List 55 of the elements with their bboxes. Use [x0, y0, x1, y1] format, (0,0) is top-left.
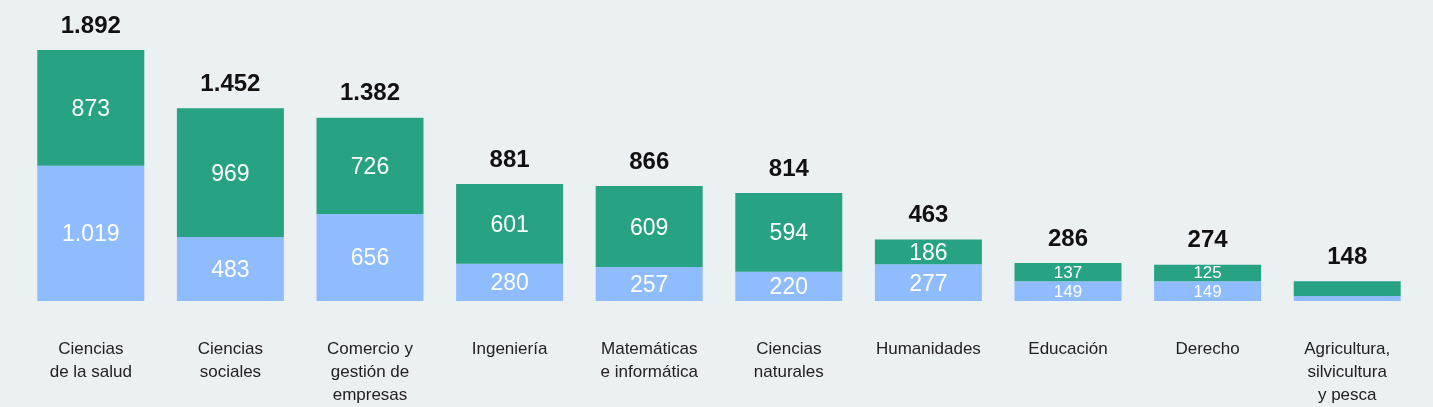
data-label: 594 — [769, 219, 809, 246]
data-label: 220 — [769, 273, 808, 300]
bar — [735, 193, 843, 272]
bar — [456, 263, 564, 301]
data-label: 257 — [630, 270, 669, 297]
x-tick-label: Ciencias naturales — [753, 339, 824, 381]
total-label: 814 — [768, 153, 810, 181]
x-tick-label: Derecho — [1175, 339, 1240, 358]
x-tick-label: Educación — [1028, 339, 1108, 358]
x-tick-label: Ingeniería — [471, 339, 548, 358]
total-label: 866 — [629, 146, 670, 174]
total-label: 463 — [908, 200, 949, 228]
total-label: 1.382 — [339, 78, 401, 106]
data-label: 280 — [490, 269, 529, 296]
bar — [1293, 281, 1401, 297]
bar — [1014, 281, 1122, 301]
data-label: 277 — [909, 269, 948, 296]
bar — [1154, 281, 1262, 301]
total-label: 148 — [1327, 241, 1368, 269]
data-label: 873 — [71, 94, 110, 121]
bar — [874, 264, 982, 301]
x-tick-label: Matemáticas e informática — [600, 339, 699, 381]
data-label: 483 — [211, 255, 250, 282]
x-tick-label: Ciencias sociales — [197, 339, 263, 381]
data-label: 609 — [630, 213, 669, 240]
x-tick-label: Agricultura, silvicultura y pesca — [1304, 339, 1391, 404]
bar — [37, 50, 145, 166]
total-label: 881 — [489, 144, 530, 172]
total-label: 1.452 — [200, 68, 261, 96]
data-label: 1.019 — [62, 220, 120, 247]
bar — [456, 184, 564, 264]
data-label: 149 — [1193, 281, 1222, 301]
bar — [316, 117, 424, 214]
data-label: 726 — [350, 152, 390, 179]
total-label: 1.892 — [60, 10, 121, 38]
x-tick-label: Comercio y gestión de empresas — [327, 339, 414, 404]
data-label: 186 — [909, 238, 948, 265]
x-tick-label: Ciencias de la salud — [49, 339, 132, 381]
bar — [1293, 296, 1401, 301]
total-label: 274 — [1187, 225, 1229, 253]
bar — [595, 266, 703, 301]
data-label: 137 — [1053, 262, 1083, 282]
bar — [37, 165, 145, 301]
bar — [176, 236, 284, 301]
x-tick-label: Humanidades — [875, 339, 981, 358]
bar — [1014, 263, 1122, 282]
bar — [316, 213, 424, 301]
bar — [176, 108, 284, 237]
bar — [595, 186, 703, 267]
data-label: 601 — [490, 210, 529, 237]
data-label: 149 — [1053, 281, 1083, 301]
data-label: 969 — [211, 159, 250, 186]
data-label: 125 — [1193, 263, 1222, 283]
total-label: 286 — [1047, 223, 1089, 251]
data-label: 656 — [350, 244, 390, 271]
